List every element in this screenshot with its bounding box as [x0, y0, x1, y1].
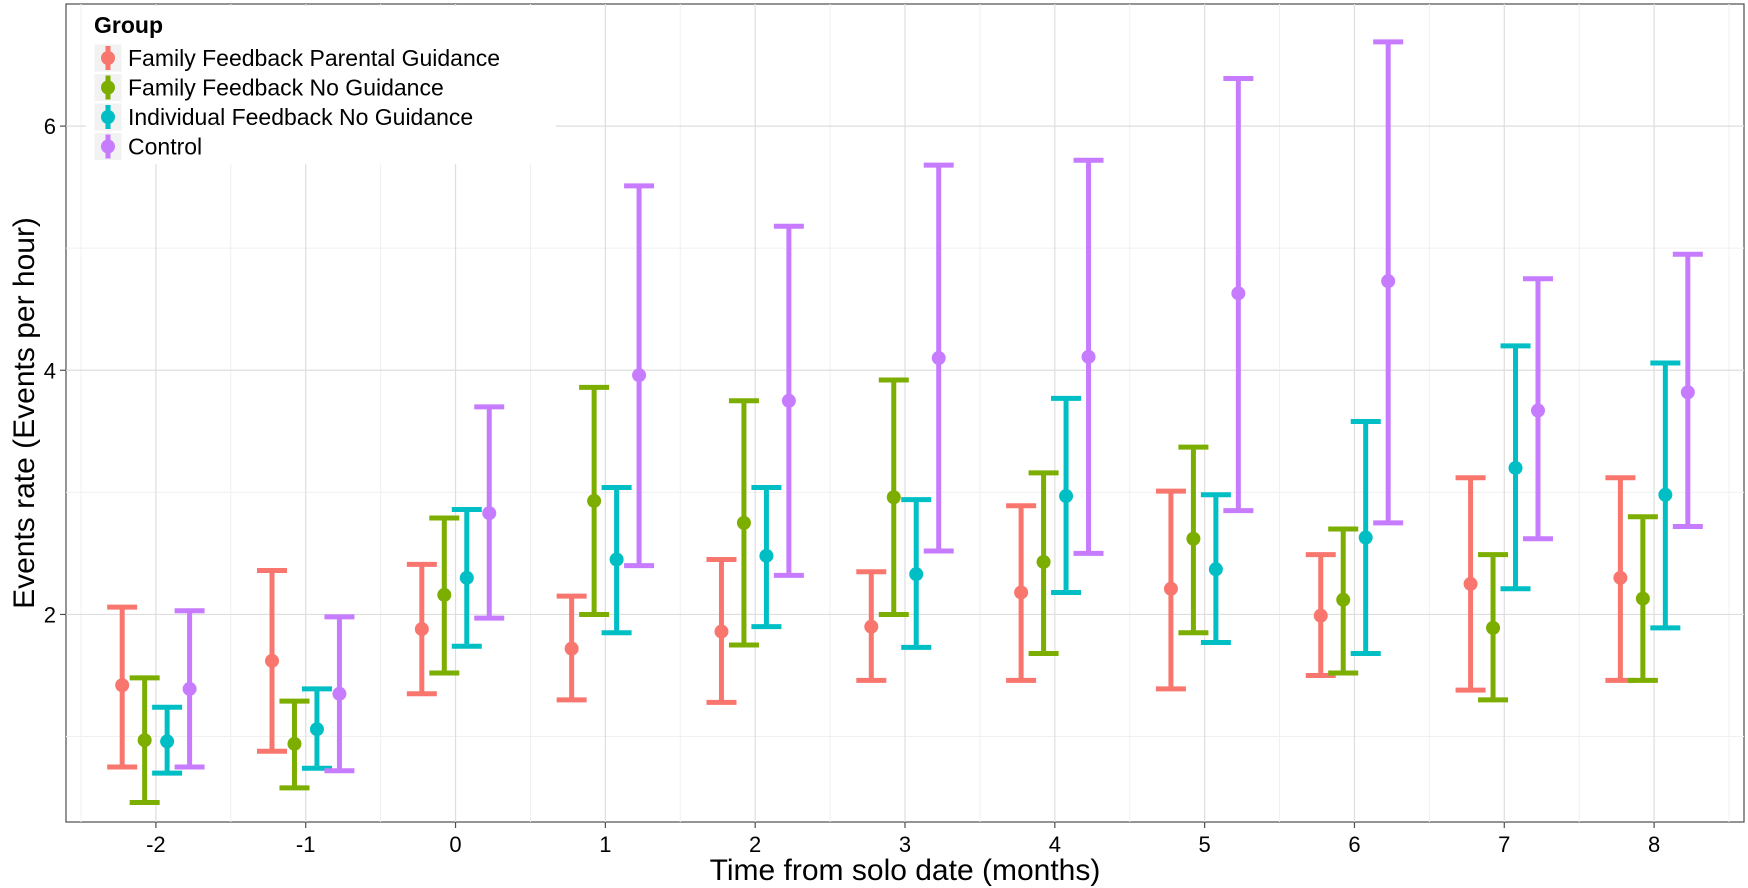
- data-point: [1059, 489, 1074, 504]
- data-point: [1014, 585, 1029, 600]
- legend-background: [86, 6, 556, 164]
- data-point: [160, 734, 175, 749]
- x-axis-title: Time from solo date (months): [710, 854, 1101, 887]
- data-point: [632, 368, 647, 383]
- data-point: [736, 515, 751, 530]
- data-point: [759, 548, 774, 563]
- data-point: [864, 619, 879, 634]
- x-tick-label: -2: [146, 832, 166, 857]
- data-point: [414, 622, 429, 637]
- data-point: [459, 570, 474, 585]
- data-point: [1231, 286, 1246, 301]
- x-tick-label: 1: [599, 832, 611, 857]
- legend-title: Group: [94, 12, 163, 38]
- y-tick-label: 4: [44, 358, 56, 383]
- x-tick-label: -1: [296, 832, 316, 857]
- data-point: [1208, 562, 1223, 577]
- legend-label: Control: [128, 134, 202, 160]
- data-point: [781, 393, 796, 408]
- data-point: [1081, 349, 1096, 364]
- data-point: [1313, 608, 1328, 623]
- y-tick-label: 6: [44, 114, 56, 139]
- x-tick-label: 8: [1648, 832, 1660, 857]
- data-point: [1613, 570, 1628, 585]
- data-point: [1635, 591, 1650, 606]
- y-axis-title: Events rate (Events per hour): [8, 217, 41, 609]
- data-point: [182, 681, 197, 696]
- data-point: [1486, 620, 1501, 635]
- data-point: [1336, 592, 1351, 607]
- y-tick-label: 2: [44, 602, 56, 627]
- data-point: [482, 506, 497, 521]
- data-point: [287, 736, 302, 751]
- legend-key-point: [101, 139, 115, 154]
- x-tick-label: 6: [1348, 832, 1360, 857]
- data-point: [714, 624, 729, 639]
- data-point: [1163, 581, 1178, 596]
- data-point: [909, 567, 924, 582]
- y-axis: 2 4 6: [44, 114, 66, 627]
- legend: Group Family Feedback Parental Guidance F…: [86, 6, 556, 164]
- x-axis: -2 -1 0 1 2 3 4 5 6 7 8: [146, 822, 1660, 857]
- data-point: [1186, 531, 1201, 546]
- x-tick-label: 4: [1049, 832, 1061, 857]
- data-point: [1381, 274, 1396, 289]
- data-point: [1036, 554, 1051, 569]
- data-point: [1658, 487, 1673, 502]
- data-point: [265, 653, 280, 668]
- x-tick-label: 7: [1498, 832, 1510, 857]
- legend-key-point: [101, 80, 115, 95]
- data-point: [1508, 460, 1523, 475]
- x-tick-label: 3: [899, 832, 911, 857]
- legend-key-point: [101, 110, 115, 124]
- data-point: [609, 552, 624, 567]
- data-point: [1530, 403, 1545, 418]
- x-tick-label: 5: [1199, 832, 1211, 857]
- data-point: [332, 686, 347, 701]
- x-tick-label: 2: [749, 832, 761, 857]
- data-point: [886, 490, 901, 505]
- data-point: [115, 678, 130, 693]
- data-point: [437, 587, 452, 602]
- legend-label: Family Feedback Parental Guidance: [128, 45, 500, 71]
- data-point: [1463, 576, 1478, 591]
- data-point: [1358, 530, 1373, 545]
- data-point: [309, 722, 324, 737]
- legend-key-point: [101, 51, 115, 65]
- points-layer: [115, 274, 1695, 751]
- legend-label: Family Feedback No Guidance: [128, 75, 444, 101]
- data-point: [587, 493, 602, 508]
- data-point: [564, 641, 579, 656]
- x-tick-label: 0: [449, 832, 461, 857]
- data-point: [931, 351, 946, 366]
- data-point: [1680, 385, 1695, 400]
- data-point: [137, 733, 152, 748]
- legend-label: Individual Feedback No Guidance: [128, 104, 473, 130]
